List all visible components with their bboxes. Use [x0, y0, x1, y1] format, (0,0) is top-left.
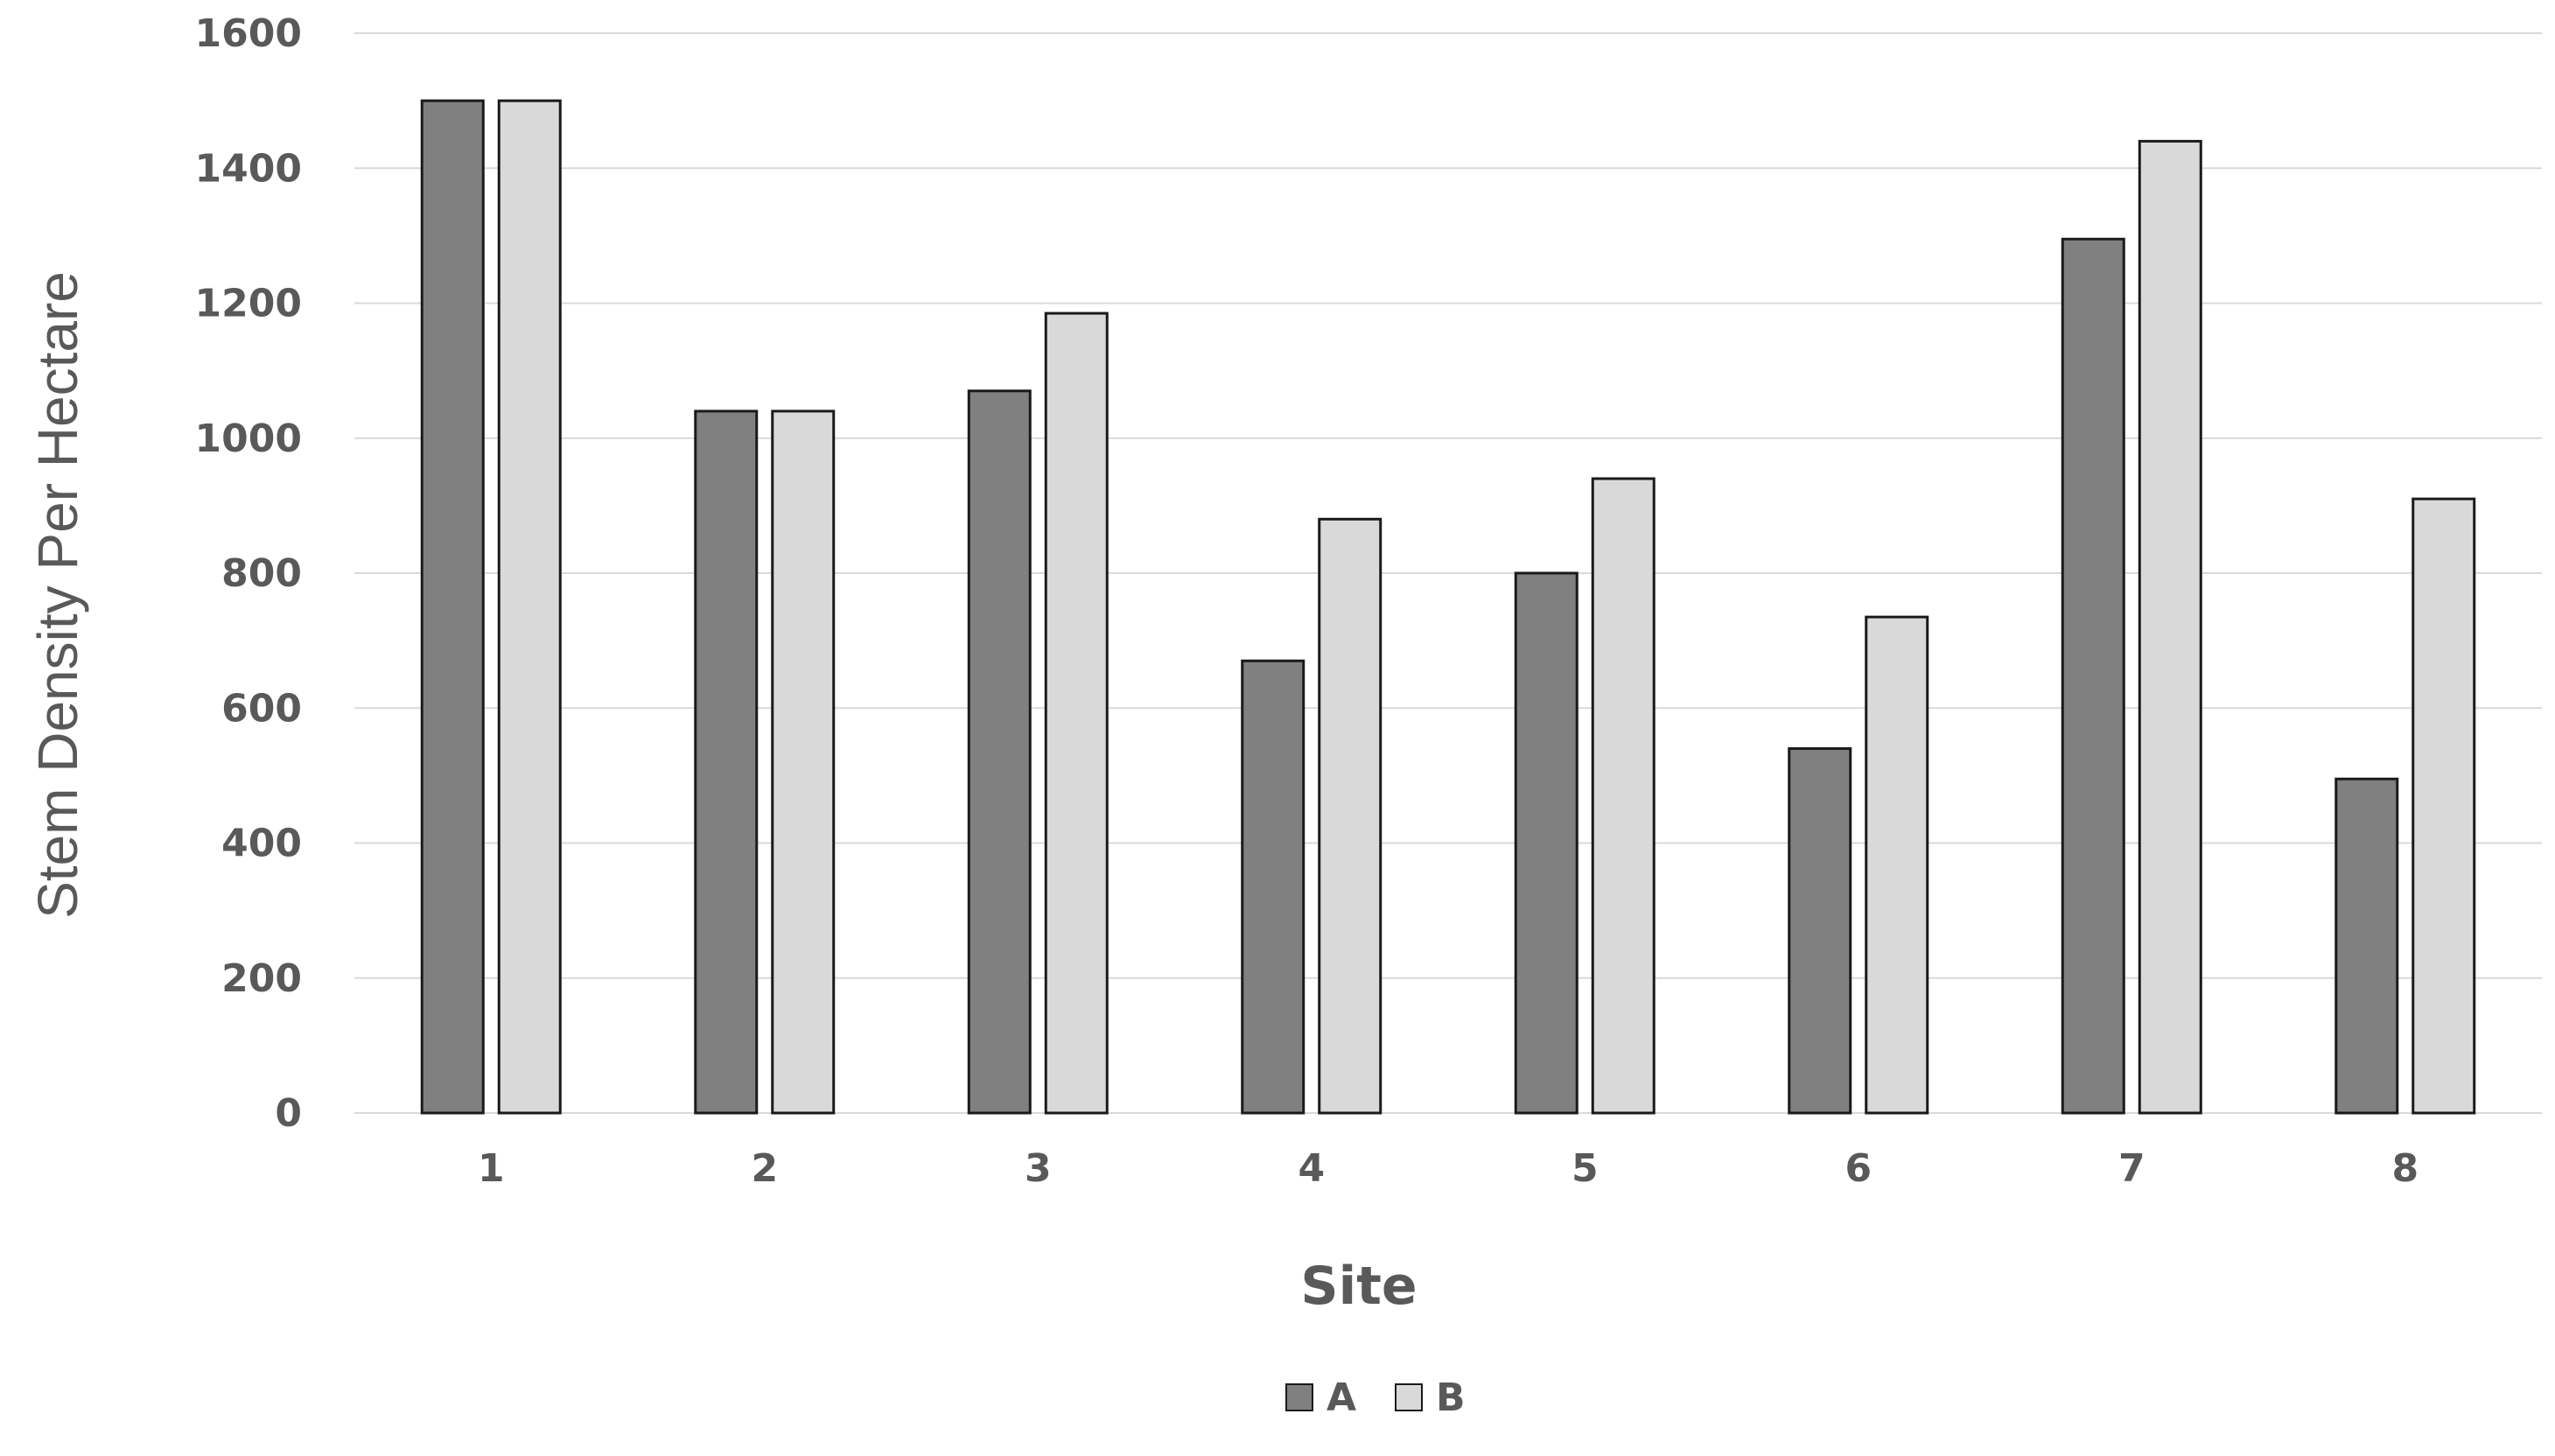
- bar-series-b-site-8: [2412, 497, 2476, 1115]
- x-tick-label: 6: [1844, 1146, 1872, 1191]
- bars: [420, 99, 2476, 1115]
- bar-series-b-site-6: [1865, 615, 1929, 1115]
- y-tick-label: 600: [221, 686, 302, 731]
- x-tick-label: 5: [1572, 1146, 1599, 1191]
- bar-series-b-site-4: [1318, 517, 1382, 1115]
- x-tick-label: 2: [751, 1146, 778, 1191]
- bar-series-b-site-1: [497, 99, 562, 1115]
- bar-series-a-site-5: [1514, 571, 1578, 1115]
- bar-series-b-site-7: [2138, 139, 2202, 1115]
- x-tick-label: 4: [1298, 1146, 1325, 1191]
- bar-series-a-site-1: [420, 99, 485, 1115]
- bar-series-b-site-2: [771, 410, 836, 1115]
- y-tick-label: 400: [221, 822, 302, 866]
- y-axis-ticks: 0 200 400 600 800 1000 1200 1400 1600: [195, 11, 302, 1136]
- y-tick-label: 1600: [195, 11, 302, 56]
- bar-series-a-site-6: [1788, 747, 1852, 1115]
- bar-series-a-site-3: [967, 389, 1032, 1115]
- bar-series-a-site-7: [2061, 237, 2125, 1115]
- bar-series-a-site-8: [2334, 777, 2399, 1115]
- bar-series-a-site-4: [1241, 659, 1306, 1115]
- legend-swatch-b: [1395, 1383, 1423, 1411]
- y-tick-label: 200: [221, 956, 302, 1001]
- legend-swatch-a: [1285, 1383, 1313, 1411]
- x-tick-label: 3: [1025, 1146, 1052, 1191]
- y-axis-title: Stem Density Per Hectare: [26, 271, 89, 919]
- legend-label-a: A: [1326, 1376, 1356, 1420]
- y-tick-label: 1400: [195, 146, 302, 191]
- bar-series-a-site-2: [694, 410, 759, 1115]
- bar-series-b-site-5: [1591, 477, 1656, 1115]
- gridlines: [354, 32, 2542, 1114]
- x-axis-ticks: 1 2 3 4 5 6 7 8: [478, 1146, 2418, 1191]
- x-axis-title: Site: [1300, 1256, 1417, 1317]
- y-tick-label: 800: [221, 551, 302, 596]
- x-tick-label: 7: [2118, 1146, 2146, 1191]
- legend-label-b: B: [1436, 1376, 1466, 1420]
- y-tick-label: 1000: [195, 416, 302, 461]
- y-tick-label: 0: [275, 1091, 302, 1136]
- y-tick-label: 1200: [195, 282, 302, 326]
- x-tick-label: 1: [478, 1146, 505, 1191]
- bar-series-b-site-3: [1044, 312, 1109, 1115]
- x-tick-label: 8: [2391, 1146, 2418, 1191]
